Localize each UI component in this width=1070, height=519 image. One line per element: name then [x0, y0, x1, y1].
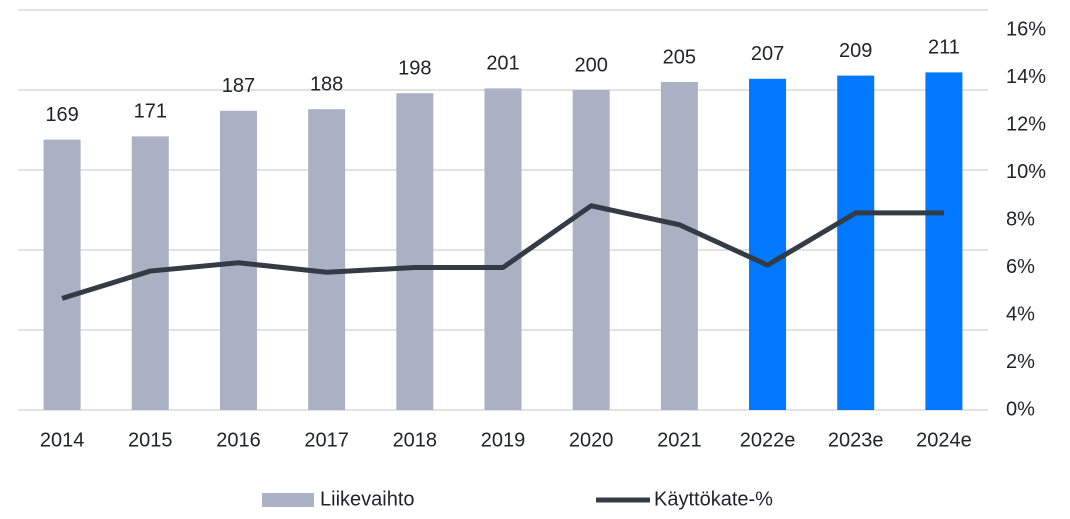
x-tick-label: 2021: [657, 429, 702, 451]
x-tick-label: 2019: [481, 429, 526, 451]
x-tick-label: 2018: [393, 429, 438, 451]
data-label: 188: [310, 73, 343, 95]
y2-tick-label: 16%: [1006, 18, 1046, 40]
x-tick-label: 2024e: [916, 429, 972, 451]
data-label: 205: [663, 46, 696, 68]
data-label: 200: [574, 54, 607, 76]
y2-tick-label: 14%: [1006, 66, 1046, 88]
bar: [925, 72, 963, 411]
legend-swatch: [262, 493, 314, 507]
x-tick-label: 2022e: [740, 429, 796, 451]
y2-tick-label: 2%: [1006, 351, 1035, 373]
data-label: 201: [486, 53, 519, 75]
bar: [396, 93, 434, 410]
x-tick-label: 2023e: [828, 429, 884, 451]
legend-label: Käyttökate-%: [654, 488, 773, 510]
y2-tick-label: 12%: [1006, 113, 1046, 135]
data-label: 211: [928, 37, 960, 59]
bar: [308, 109, 346, 410]
data-label: 198: [398, 57, 431, 79]
bar: [572, 90, 610, 410]
data-label: 209: [839, 40, 872, 62]
bar: [660, 82, 698, 410]
y2-tick-label: 0%: [1006, 398, 1035, 420]
bar: [484, 88, 522, 411]
legend-label: Liikevaihto: [320, 488, 415, 510]
bar: [43, 139, 81, 410]
y2-tick-label: 6%: [1006, 256, 1035, 278]
data-label: 207: [751, 43, 784, 65]
line: [61, 203, 944, 301]
y2-tick-label: 4%: [1006, 303, 1035, 325]
data-label: 171: [134, 101, 167, 123]
y2-tick-label: 10%: [1006, 161, 1046, 183]
bar: [837, 75, 875, 410]
bar: [749, 78, 787, 411]
x-tick-label: 2016: [216, 429, 261, 451]
x-tick-label: 2020: [569, 429, 614, 451]
x-tick-label: 2014: [40, 429, 85, 451]
data-label: 187: [222, 75, 255, 97]
data-label: 169: [45, 104, 78, 126]
x-tick-label: 2017: [304, 429, 349, 451]
y2-tick-label: 8%: [1006, 208, 1035, 230]
x-tick-label: 2015: [128, 429, 173, 451]
